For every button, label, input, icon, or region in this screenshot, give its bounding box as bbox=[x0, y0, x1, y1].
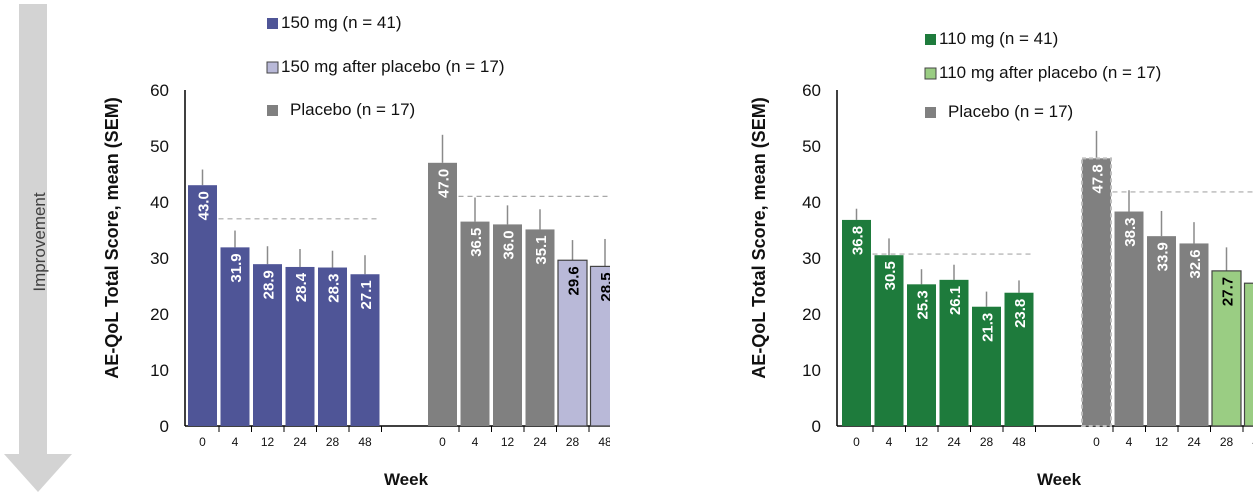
y-tick-label: 50 bbox=[150, 137, 169, 156]
y-tick-label: 20 bbox=[802, 305, 821, 324]
legend-swatch bbox=[925, 34, 936, 45]
bar bbox=[1082, 158, 1111, 426]
x-tick-label: 0 bbox=[439, 435, 446, 449]
legend-swatch bbox=[925, 107, 936, 118]
x-axis-title: Week bbox=[1037, 470, 1082, 489]
x-tick-label: 12 bbox=[915, 435, 929, 449]
x-tick-label: 4 bbox=[1126, 435, 1133, 449]
bar-value-label: 32.6 bbox=[1187, 249, 1204, 278]
x-tick-label: 24 bbox=[533, 435, 547, 449]
bar-value-label: 28.5 bbox=[598, 272, 610, 301]
y-tick-label: 30 bbox=[802, 249, 821, 268]
legend-swatch bbox=[267, 105, 278, 116]
bar-value-label: 23.8 bbox=[1012, 299, 1029, 328]
y-axis-title: AE-QoL Total Score, mean (SEM) bbox=[749, 97, 769, 378]
x-tick-label: 4 bbox=[886, 435, 893, 449]
x-axis-title: Week bbox=[384, 470, 429, 489]
improvement-arrow: Improvement bbox=[0, 0, 80, 494]
legend-label: 150 mg after placebo (n = 17) bbox=[281, 57, 505, 76]
y-tick-label: 30 bbox=[150, 249, 169, 268]
x-tick-label: 48 bbox=[1012, 435, 1026, 449]
bar bbox=[428, 163, 457, 426]
bar-value-label: 28.4 bbox=[293, 272, 310, 302]
improvement-arrow-head bbox=[4, 454, 72, 492]
y-tick-label: 10 bbox=[802, 361, 821, 380]
x-tick-label: 4 bbox=[232, 435, 239, 449]
legend-label: 150 mg (n = 41) bbox=[281, 13, 402, 32]
bar-value-label: 30.5 bbox=[882, 261, 899, 290]
y-tick-label: 0 bbox=[160, 417, 169, 436]
y-tick-label: 40 bbox=[802, 193, 821, 212]
bar-value-label: 36.8 bbox=[850, 226, 867, 255]
bar-value-label: 43.0 bbox=[196, 191, 213, 220]
y-tick-label: 20 bbox=[150, 305, 169, 324]
y-tick-label: 10 bbox=[150, 361, 169, 380]
bar-value-label: 21.3 bbox=[980, 313, 997, 342]
y-axis-title: AE-QoL Total Score, mean (SEM) bbox=[102, 97, 122, 378]
x-tick-label: 24 bbox=[1187, 435, 1201, 449]
x-tick-label: 24 bbox=[947, 435, 961, 449]
improvement-arrow-label: Improvement bbox=[30, 192, 49, 291]
x-tick-label: 48 bbox=[358, 435, 372, 449]
x-tick-label: 0 bbox=[853, 435, 860, 449]
bar-value-label: 36.5 bbox=[468, 228, 485, 257]
bar-value-label: 28.9 bbox=[261, 270, 278, 299]
bar-value-label: 27.7 bbox=[1220, 277, 1237, 306]
x-tick-label: 28 bbox=[1220, 435, 1234, 449]
x-tick-label: 0 bbox=[1093, 435, 1100, 449]
bar-value-label: 29.6 bbox=[566, 266, 583, 295]
x-tick-label: 12 bbox=[501, 435, 515, 449]
x-tick-label: 48 bbox=[598, 435, 610, 449]
x-tick-label: 12 bbox=[1155, 435, 1169, 449]
legend-label: 110 mg after placebo (n = 17) bbox=[939, 63, 1161, 82]
legend-swatch bbox=[925, 68, 936, 79]
bar-value-label: 26.1 bbox=[947, 286, 964, 315]
y-tick-label: 60 bbox=[150, 81, 169, 100]
bar-value-label: 28.3 bbox=[326, 274, 343, 303]
legend-label: Placebo (n = 17) bbox=[290, 100, 415, 119]
y-tick-label: 40 bbox=[150, 193, 169, 212]
x-tick-label: 12 bbox=[261, 435, 275, 449]
y-tick-label: 50 bbox=[802, 137, 821, 156]
chart-150mg: AE-QoL Total Score, mean (SEM)0102030405… bbox=[90, 0, 610, 494]
legend-label: Placebo (n = 17) bbox=[948, 102, 1073, 121]
bar-value-label: 27.1 bbox=[358, 280, 375, 309]
bar-value-label: 33.9 bbox=[1155, 242, 1172, 271]
x-tick-label: 4 bbox=[472, 435, 479, 449]
bar-value-label: 25.3 bbox=[915, 290, 932, 319]
chart-110mg: AE-QoL Total Score, mean (SEM)0102030405… bbox=[745, 0, 1253, 494]
x-tick-label: 28 bbox=[980, 435, 994, 449]
y-tick-label: 0 bbox=[812, 417, 821, 436]
x-tick-label: 0 bbox=[199, 435, 206, 449]
legend-label: 110 mg (n = 41) bbox=[939, 29, 1058, 48]
y-tick-label: 60 bbox=[802, 81, 821, 100]
bar-value-label: 36.0 bbox=[501, 230, 518, 259]
x-tick-label: 24 bbox=[293, 435, 307, 449]
legend-swatch bbox=[267, 62, 278, 73]
legend-swatch bbox=[267, 18, 278, 29]
x-tick-label: 28 bbox=[566, 435, 580, 449]
bar-value-label: 47.0 bbox=[436, 169, 453, 198]
bar-value-label: 31.9 bbox=[228, 253, 245, 282]
bar-value-label: 38.3 bbox=[1122, 218, 1139, 247]
x-tick-label: 28 bbox=[326, 435, 340, 449]
bar-value-label: 47.8 bbox=[1090, 164, 1107, 193]
bar-value-label: 35.1 bbox=[533, 235, 550, 264]
